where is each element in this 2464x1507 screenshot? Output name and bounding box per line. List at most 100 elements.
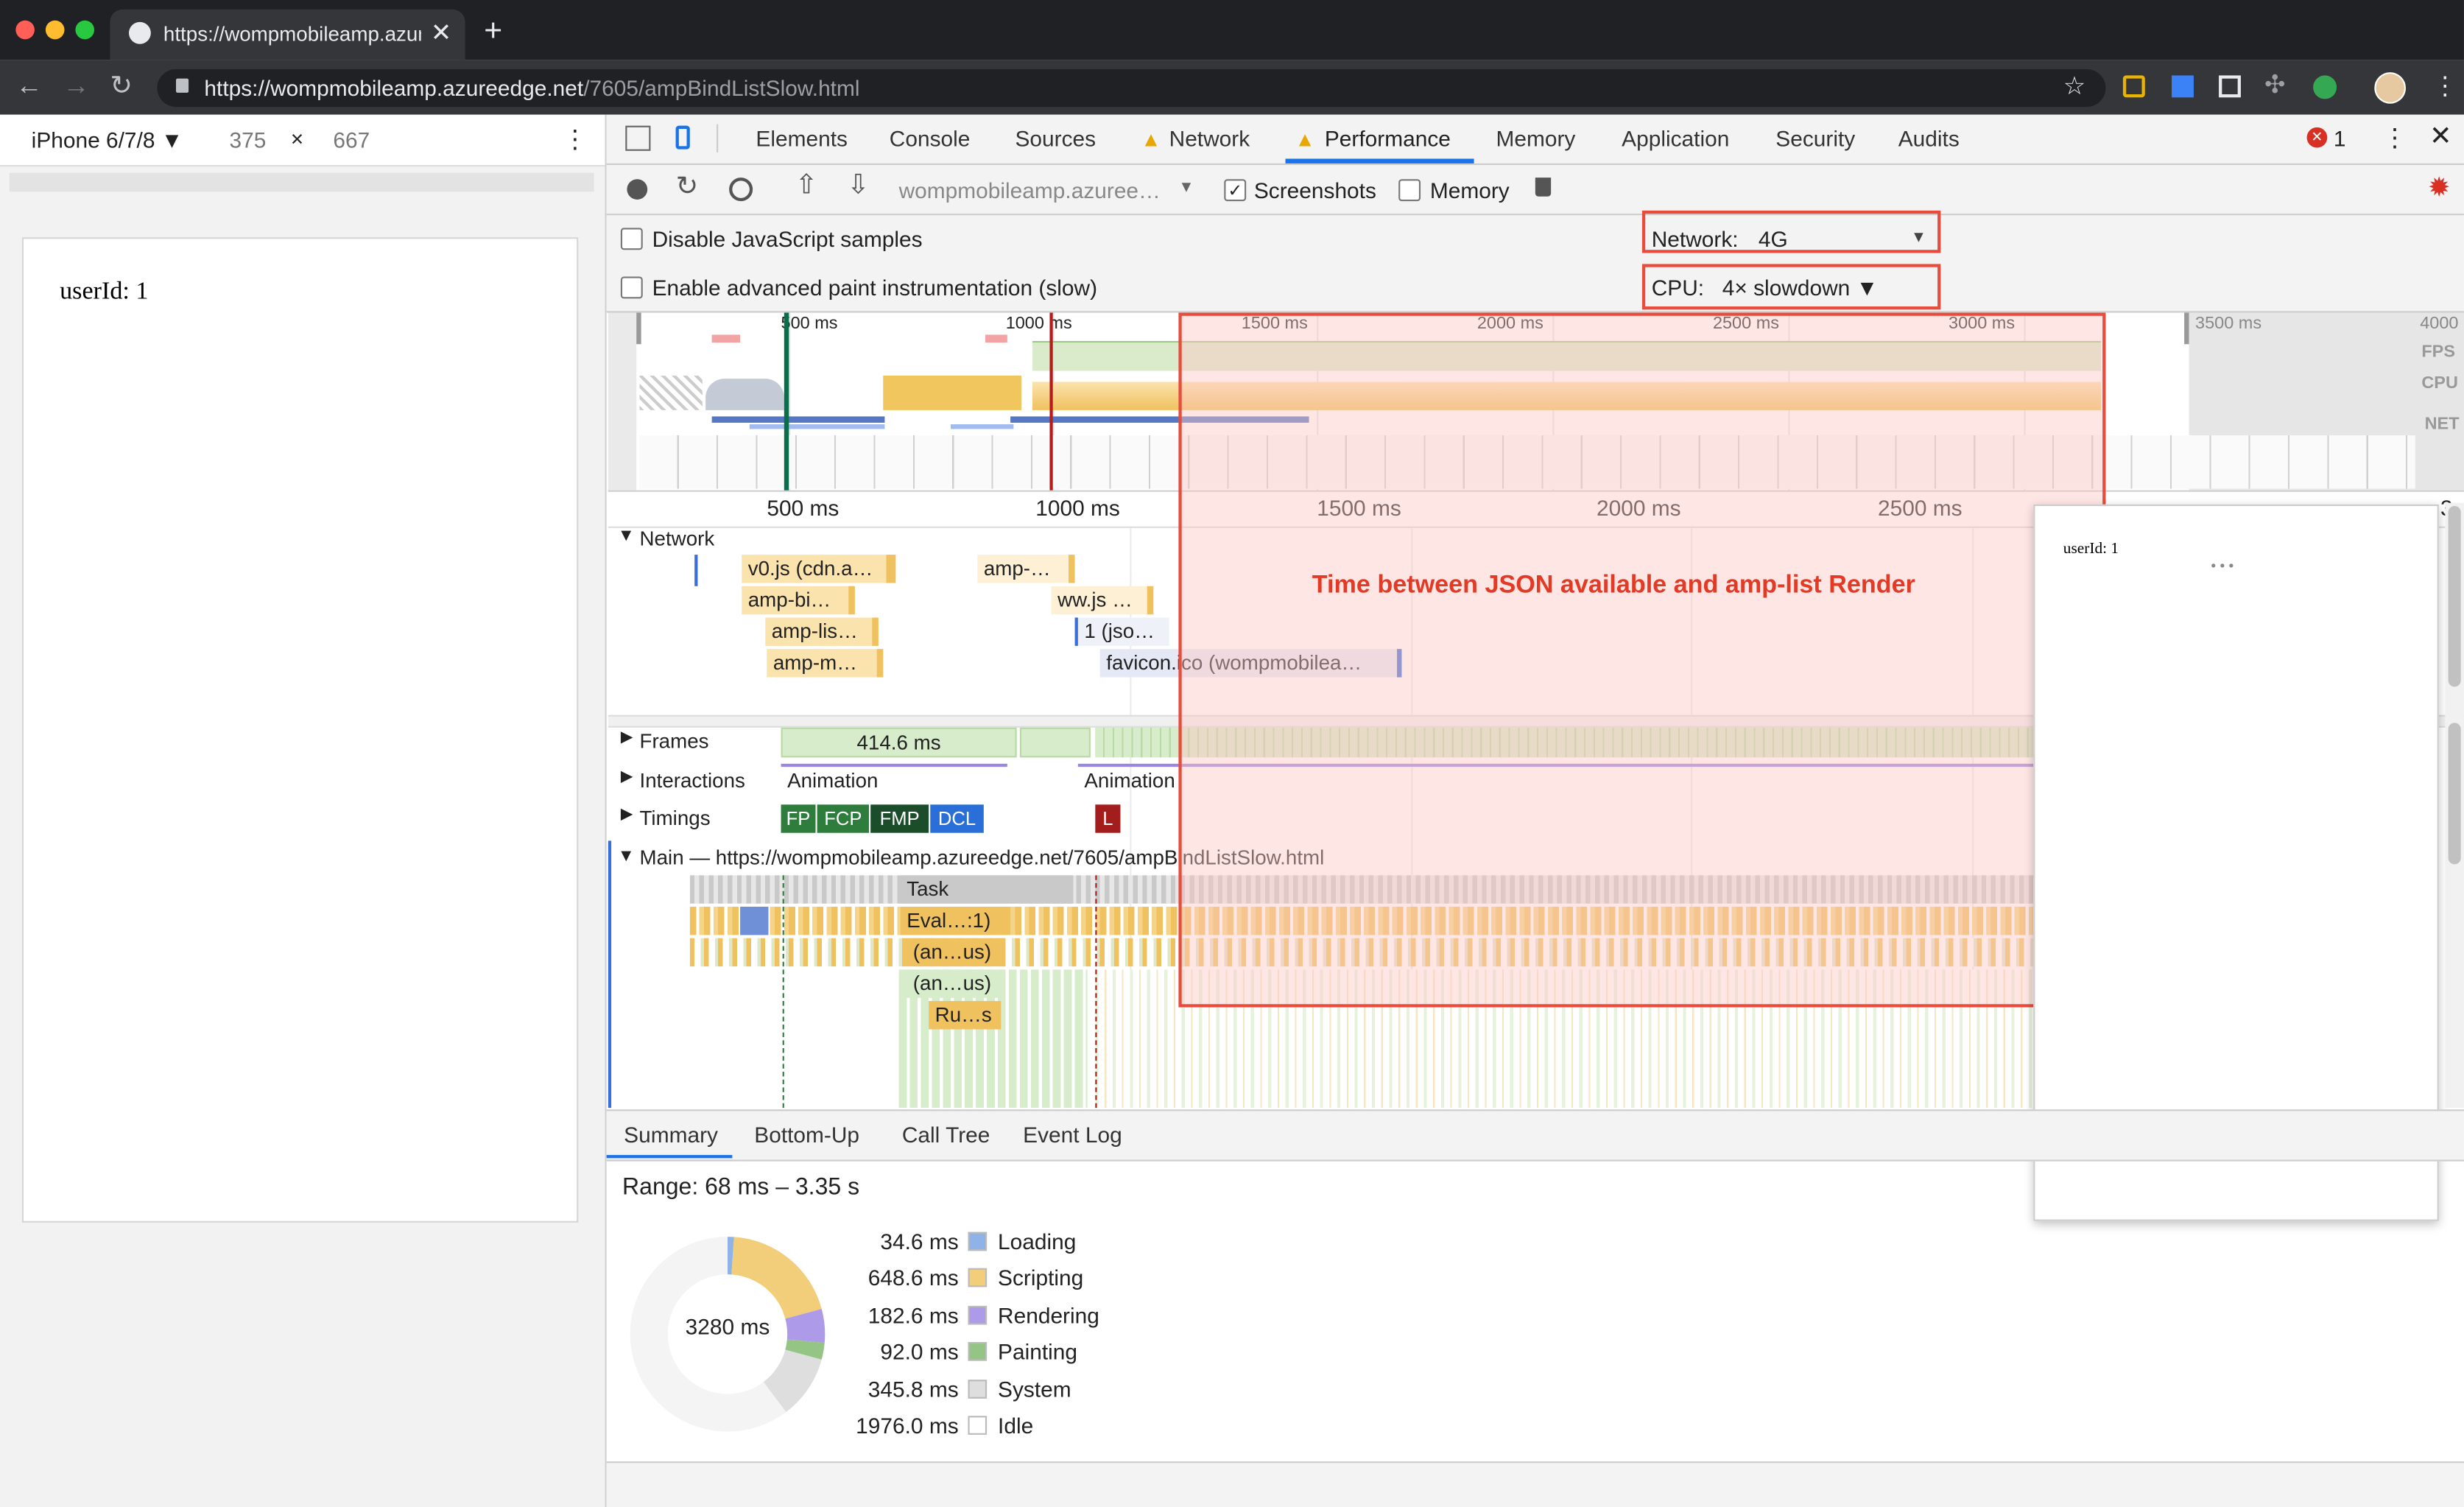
- overview-tick: 1500 ms: [1241, 314, 1308, 334]
- interaction-animation[interactable]: Animation: [787, 768, 879, 793]
- tab-performance[interactable]: Performance: [1324, 125, 1451, 151]
- network-track-label[interactable]: Network: [639, 526, 715, 550]
- close-tab-icon[interactable]: ✕: [430, 20, 452, 48]
- tab-memory[interactable]: Memory: [1496, 125, 1576, 151]
- chevron-right-icon[interactable]: ▶: [620, 806, 633, 823]
- tab-sources[interactable]: Sources: [1015, 125, 1097, 151]
- tab-summary[interactable]: Summary: [624, 1122, 718, 1148]
- tab-elements[interactable]: Elements: [756, 125, 848, 151]
- chevron-right-icon[interactable]: ▶: [620, 728, 633, 747]
- frame-block[interactable]: [1019, 727, 1091, 758]
- flame-parse[interactable]: [740, 907, 769, 935]
- track-splitter[interactable]: [608, 714, 2464, 728]
- flame-anonymous[interactable]: (an…us): [907, 938, 1004, 967]
- disable-js-samples-checkbox[interactable]: [620, 228, 643, 250]
- browser-tab[interactable]: https://wompmobileamp.azure ✕: [110, 9, 465, 60]
- main-thread-label[interactable]: Main — https://wompmobileamp.azureedge.n…: [639, 845, 1325, 869]
- chevron-right-icon[interactable]: ▶: [620, 768, 633, 786]
- device-height[interactable]: 667: [333, 127, 370, 152]
- reload-icon[interactable]: ↻: [110, 71, 133, 101]
- bookmark-star-icon[interactable]: ☆: [2063, 74, 2086, 101]
- timings-track-label[interactable]: Timings: [639, 806, 711, 830]
- trash-icon[interactable]: [1535, 178, 1552, 197]
- close-window-button[interactable]: [15, 20, 35, 40]
- network-request[interactable]: amp-…: [977, 555, 1075, 583]
- network-throttle-select[interactable]: 4G: [1758, 226, 1788, 252]
- screenshot-filmstrip[interactable]: [639, 435, 2415, 489]
- cpu-throttle-select[interactable]: 4× slowdown ▼: [1722, 275, 1879, 301]
- ruler-tick: 1500 ms: [1317, 495, 1401, 521]
- device-toggle-icon[interactable]: [675, 125, 690, 150]
- scrollbar-thumb[interactable]: [2448, 505, 2461, 687]
- flame-anonymous[interactable]: (an…us): [907, 969, 1004, 998]
- chrome-menu-icon[interactable]: ⋮: [2432, 74, 2458, 101]
- forward-icon[interactable]: →: [63, 71, 90, 101]
- interactions-track-label[interactable]: Interactions: [639, 768, 745, 793]
- scrollbar-thumb[interactable]: [2448, 723, 2461, 865]
- tab-network[interactable]: Network: [1169, 125, 1250, 151]
- load-timing-marker[interactable]: L: [1095, 804, 1121, 833]
- network-request[interactable]: v0.js (cdn.a…: [742, 555, 896, 583]
- extension-5-icon[interactable]: [2313, 75, 2337, 99]
- back-icon[interactable]: ←: [15, 71, 43, 101]
- tab-bottom-up[interactable]: Bottom-Up: [754, 1122, 860, 1148]
- network-request[interactable]: 1 (jso…: [1074, 617, 1169, 646]
- address-bar[interactable]: https://wompmobileamp.azureedge.net/7605…: [157, 68, 2106, 108]
- settings-gear-icon[interactable]: ✹: [2427, 172, 2451, 203]
- extension-1-icon[interactable]: [2122, 75, 2145, 98]
- new-tab-icon[interactable]: +: [484, 14, 503, 49]
- network-request[interactable]: amp-lis…: [765, 617, 879, 646]
- flame-eval[interactable]: Eval…:1): [900, 907, 1011, 935]
- tab-application[interactable]: Application: [1622, 125, 1730, 151]
- extension-4-icon[interactable]: ✣: [2264, 72, 2286, 99]
- tab-security[interactable]: Security: [1775, 125, 1856, 151]
- frames-strip[interactable]: [1095, 727, 2038, 758]
- flame-task[interactable]: Task: [900, 875, 1074, 904]
- range-handle-left[interactable]: [636, 312, 641, 345]
- upload-icon[interactable]: ⇧: [795, 169, 818, 200]
- device-menu-icon[interactable]: ⋮: [562, 127, 588, 155]
- fmp-marker[interactable]: FMP: [870, 804, 929, 833]
- tab-audits[interactable]: Audits: [1898, 125, 1960, 151]
- close-devtools-icon[interactable]: ✕: [2429, 121, 2452, 151]
- error-icon[interactable]: ✕: [2306, 127, 2328, 148]
- device-width[interactable]: 375: [229, 127, 267, 152]
- maximize-window-button[interactable]: [75, 20, 95, 40]
- fcp-marker[interactable]: FCP: [817, 804, 870, 833]
- advanced-paint-checkbox[interactable]: [620, 276, 643, 299]
- avatar[interactable]: [2374, 72, 2407, 104]
- screenshots-checkbox[interactable]: ✓: [1224, 179, 1247, 202]
- memory-checkbox[interactable]: [1398, 179, 1421, 202]
- tab-event-log[interactable]: Event Log: [1023, 1122, 1122, 1148]
- network-request[interactable]: favicon.ico (wompmobilea…: [1099, 649, 1402, 678]
- flame-run[interactable]: Ru…s: [929, 1001, 1002, 1030]
- timeline-overview[interactable]: 500 ms 1000 ms 1500 ms 2000 ms 2500 ms 3…: [608, 312, 2464, 492]
- devtools-menu-icon[interactable]: ⋮: [2382, 125, 2408, 152]
- clear-icon[interactable]: [729, 178, 753, 202]
- interaction-animation[interactable]: Animation: [1084, 768, 1175, 793]
- frames-track-label[interactable]: Frames: [639, 728, 709, 753]
- record-button[interactable]: [627, 179, 648, 200]
- fp-marker[interactable]: FP: [781, 804, 816, 833]
- summary-label: Rendering: [998, 1302, 1099, 1328]
- tab-call-tree[interactable]: Call Tree: [901, 1122, 990, 1148]
- error-count[interactable]: 1: [2333, 125, 2346, 151]
- recording-select[interactable]: wompmobileamp.azuree…: [898, 178, 1161, 203]
- download-icon[interactable]: ⇩: [847, 169, 870, 200]
- minimize-window-button[interactable]: [45, 20, 65, 40]
- chevron-down-icon[interactable]: ▼: [617, 846, 635, 866]
- inspect-element-icon[interactable]: [625, 125, 651, 151]
- network-request[interactable]: amp-bi…: [742, 586, 855, 615]
- extension-3-icon[interactable]: [2219, 75, 2241, 98]
- reload-profile-icon[interactable]: ↻: [675, 171, 698, 202]
- frame-block[interactable]: 414.6 ms: [781, 727, 1017, 758]
- dcl-timing-marker[interactable]: DCL: [930, 804, 984, 833]
- extension-2-icon[interactable]: [2172, 75, 2194, 98]
- device-select[interactable]: iPhone 6/7/8 ▼: [31, 127, 183, 152]
- tab-console[interactable]: Console: [889, 125, 971, 151]
- flame-chart-scrollbar[interactable]: [2445, 502, 2464, 1109]
- network-request[interactable]: ww.js …: [1051, 586, 1154, 615]
- network-request[interactable]: amp-m…: [767, 649, 884, 678]
- range-handle-right[interactable]: [2184, 312, 2189, 345]
- chevron-down-icon[interactable]: ▼: [617, 526, 635, 546]
